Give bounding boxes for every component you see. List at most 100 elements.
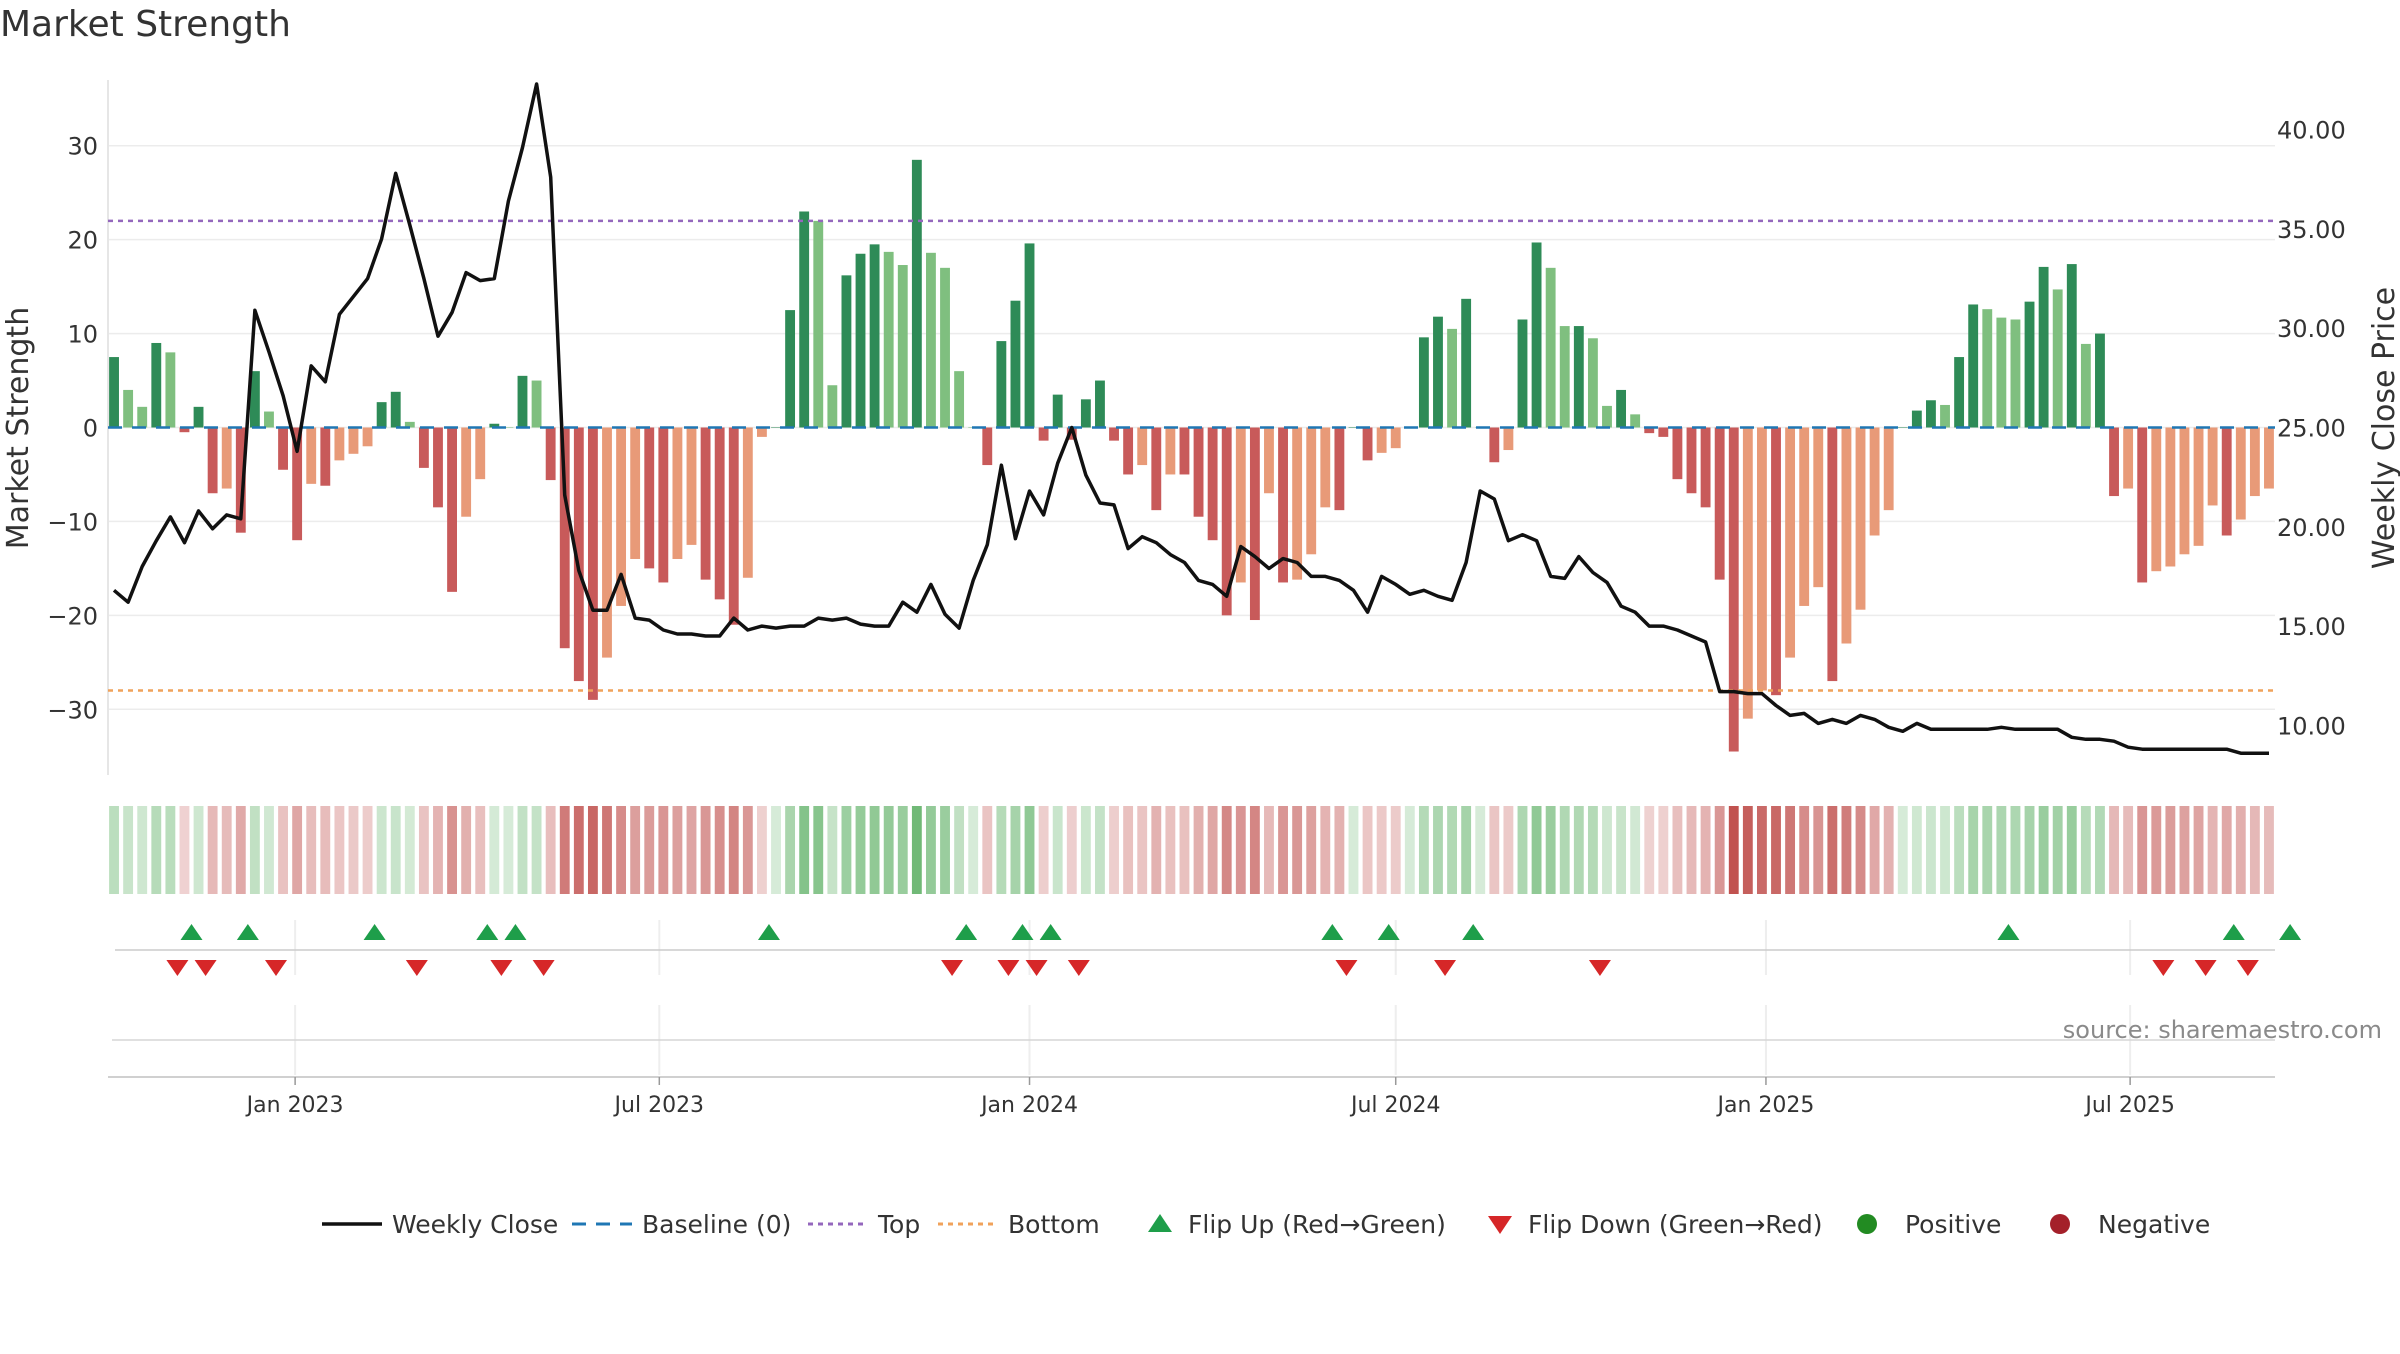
strength-bar-123 [1841, 427, 1852, 644]
strength-bar-4 [165, 352, 176, 428]
heat-cell-120 [1799, 806, 1810, 894]
strength-bar-13 [292, 427, 303, 541]
heat-cell-114 [1714, 806, 1725, 894]
heat-cell-2 [137, 806, 148, 894]
flip-up-marker-7 [1011, 924, 1034, 940]
strength-bar-2 [137, 406, 148, 428]
strength-bar-136 [2024, 301, 2035, 428]
flip-up-marker-12 [1997, 924, 2020, 940]
heat-cell-77 [1193, 806, 1204, 894]
strength-bar-31 [545, 427, 556, 481]
flip-down-marker-6 [941, 960, 964, 976]
strength-bar-138 [2052, 289, 2063, 428]
heat-cell-112 [1686, 806, 1697, 894]
strength-bar-23 [433, 427, 443, 508]
legend-swatch-positive [1857, 1214, 1877, 1234]
strength-bar-82 [1264, 427, 1274, 494]
heat-cell-9 [235, 806, 246, 894]
legend-swatch-flip-up [1148, 1214, 1172, 1232]
strength-bar-59 [940, 267, 950, 428]
heat-cell-31 [545, 806, 556, 894]
y-left-axis-label: Market Strength [1, 307, 36, 549]
heat-cell-13 [292, 806, 303, 894]
strength-bar-145 [2151, 427, 2162, 572]
heat-cell-12 [278, 806, 288, 894]
heat-cell-26 [475, 806, 486, 894]
heat-cell-24 [447, 806, 457, 894]
heat-cell-104 [1573, 806, 1584, 894]
heat-cell-126 [1883, 806, 1894, 894]
strength-bar-6 [193, 406, 204, 428]
strength-bar-89 [1362, 427, 1373, 461]
heat-cell-17 [348, 806, 359, 894]
heat-cell-96 [1461, 806, 1472, 894]
heat-cell-135 [2010, 806, 2021, 894]
heat-cell-105 [1587, 806, 1598, 894]
heat-cell-138 [2052, 806, 2063, 894]
strength-bar-49 [799, 211, 810, 428]
y-right-axis-label: Weekly Close Price [2367, 287, 2400, 569]
heat-cell-97 [1475, 806, 1486, 894]
heat-cell-52 [841, 806, 852, 894]
strength-bar-80 [1235, 427, 1246, 583]
strength-bar-79 [1221, 427, 1232, 616]
strength-bar-86 [1320, 427, 1331, 508]
legend-label: Top [877, 1210, 920, 1239]
strength-bar-22 [418, 427, 429, 468]
heat-cell-131 [1954, 806, 1965, 894]
flip-down-marker-13 [2152, 960, 2175, 976]
heat-cell-0 [109, 806, 119, 894]
strength-bar-96 [1461, 298, 1472, 428]
strength-bar-127 [1897, 427, 1908, 428]
strength-bar-29 [517, 375, 528, 428]
strength-bar-18 [362, 427, 373, 447]
strength-bar-124 [1855, 427, 1866, 610]
heat-cell-22 [418, 806, 429, 894]
heat-cell-79 [1221, 806, 1232, 894]
strength-bar-140 [2080, 343, 2091, 428]
strength-bar-144 [2137, 427, 2148, 583]
heat-cell-98 [1489, 806, 1500, 894]
heat-cell-36 [616, 806, 627, 894]
flip-down-marker-0 [166, 960, 189, 976]
legend-label: Positive [1905, 1210, 2001, 1239]
legend-label: Baseline (0) [642, 1210, 791, 1239]
strength-bar-64 [1010, 300, 1021, 428]
y-right-tick-label: 10.00 [2277, 712, 2346, 740]
heat-cell-94 [1433, 806, 1443, 894]
heat-cell-61 [968, 806, 979, 894]
strength-bar-8 [221, 427, 232, 489]
flip-up-marker-1 [236, 924, 259, 940]
strength-bar-40 [672, 427, 683, 559]
heat-cell-43 [714, 806, 725, 894]
x-tick-label: Jan 2024 [979, 1093, 1078, 1118]
strength-bar-51 [827, 385, 838, 428]
strength-bar-129 [1926, 400, 1936, 428]
heat-cell-143 [2123, 806, 2134, 894]
heat-cell-119 [1785, 806, 1796, 894]
strength-bar-131 [1954, 357, 1965, 428]
strength-bar-94 [1433, 316, 1443, 428]
legend-label: Bottom [1008, 1210, 1100, 1239]
heat-cell-122 [1827, 806, 1838, 894]
x-tick-label: Jan 2025 [1715, 1093, 1814, 1118]
y-right-tick-label: 25.00 [2277, 415, 2346, 443]
strength-bar-57 [911, 159, 922, 428]
flip-up-marker-11 [1462, 924, 1485, 940]
strength-bar-148 [2193, 427, 2204, 546]
heat-cell-39 [658, 806, 669, 894]
strength-bar-121 [1813, 427, 1824, 588]
heat-cell-74 [1151, 806, 1162, 894]
strength-bar-24 [447, 427, 457, 592]
source-note: source: sharemaestro.com [2062, 1016, 2382, 1044]
strength-bar-106 [1602, 405, 1612, 428]
strength-bar-90 [1376, 427, 1387, 453]
strength-bar-115 [1728, 427, 1739, 752]
heat-cell-102 [1545, 806, 1556, 894]
strength-bar-39 [658, 427, 669, 583]
strength-bar-15 [320, 427, 331, 486]
strength-bar-43 [714, 427, 725, 600]
strength-bar-113 [1700, 427, 1711, 508]
heat-cell-3 [151, 806, 162, 894]
